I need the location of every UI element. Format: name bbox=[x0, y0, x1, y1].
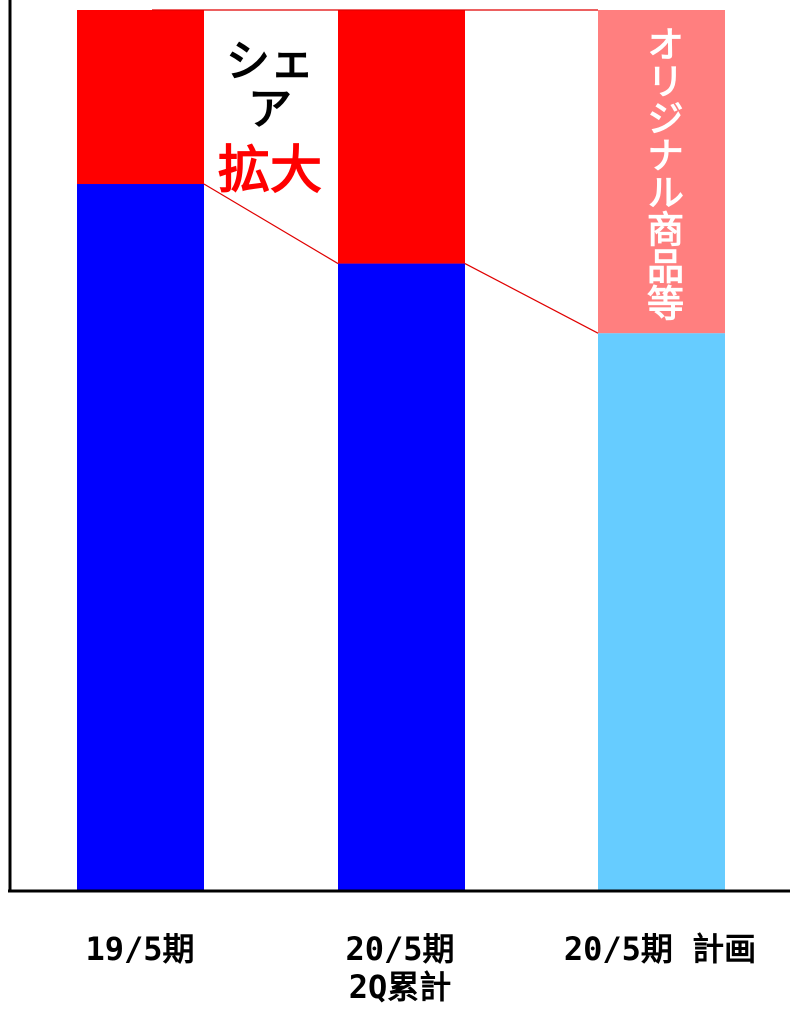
bar-segment-base-0 bbox=[77, 184, 204, 891]
bar-segment-share-0 bbox=[77, 10, 204, 185]
x-tick-label-19-5: 19/5期 bbox=[85, 930, 195, 968]
x-tick-label-20-5-line2: 2Q累計 bbox=[348, 968, 452, 1007]
bar-segment-share-2 bbox=[598, 10, 725, 334]
x-tick-label-20-5-plan: 20/5期 計画 bbox=[563, 930, 757, 968]
x-tick-label-20-5-line1: 20/5期 bbox=[345, 930, 455, 968]
bar-segment-base-1 bbox=[338, 263, 465, 890]
connector-line-1 bbox=[464, 263, 599, 334]
connector-line-0 bbox=[203, 183, 339, 265]
bar-segment-share-1 bbox=[338, 10, 465, 264]
x-tick-label-20-5-2q: 20/5期 2Q累計 bbox=[300, 930, 500, 1007]
original-goods-annotation: オリジナル商品等 bbox=[640, 24, 684, 321]
share-label-line1: シェア bbox=[226, 36, 314, 136]
share-label-line2: 拡大 bbox=[217, 140, 322, 201]
bar-segment-base-2 bbox=[598, 333, 725, 891]
share-expansion-annotation: シェア 拡大 bbox=[205, 36, 335, 201]
